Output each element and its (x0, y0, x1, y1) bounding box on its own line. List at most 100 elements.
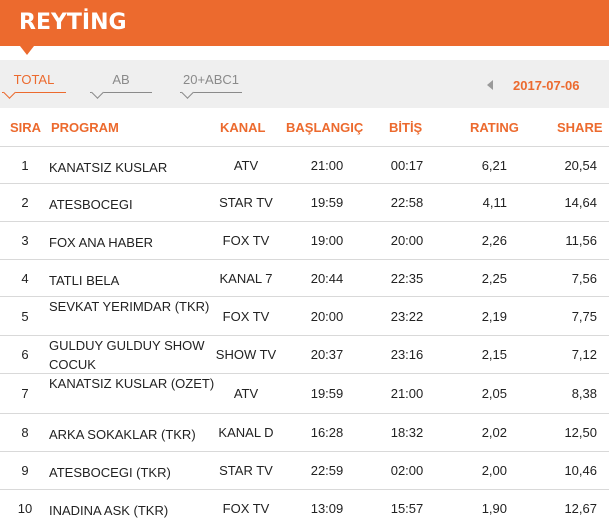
cell-bitis: 22:35 (390, 271, 424, 286)
cell-share: 7,56 (571, 271, 597, 286)
cell-program: INADINA ASK (TKR) (49, 503, 169, 518)
table-row[interactable]: 2 ATESBOCEGI STAR TV 19:59 22:58 4,11 14,64 (0, 183, 609, 221)
cell-baslangic: 19:59 (310, 386, 344, 401)
col-sira[interactable]: SIRA (10, 120, 42, 135)
cell-program: FOX ANA HABER (49, 235, 154, 250)
cell-sira: 8 (21, 425, 29, 440)
cell-kanal: KANAL 7 (219, 271, 273, 286)
cell-bitis: 00:17 (390, 158, 424, 173)
cell-sira: 5 (21, 309, 29, 324)
tab-underline (90, 92, 152, 93)
cell-program: SEVKAT YERIMDAR (TKR) (49, 299, 210, 314)
cell-kanal: SHOW TV (215, 347, 277, 362)
cell-kanal: KANAL D (218, 425, 274, 440)
col-bitis[interactable]: BİTİŞ (389, 120, 423, 135)
cell-baslangic: 20:00 (310, 309, 344, 324)
col-kanal[interactable]: KANAL (220, 120, 266, 135)
cell-baslangic: 16:28 (310, 425, 344, 440)
table-row[interactable]: 10 INADINA ASK (TKR) FOX TV 13:09 15:57 1,90 1… (0, 489, 609, 527)
cell-baslangic: 13:09 (310, 501, 344, 516)
triangle-left-icon[interactable] (487, 80, 493, 90)
table-row[interactable]: 6 GULDUY GULDUY SHOW COCUK SHOW TV 20:37 23:… (0, 335, 609, 373)
table-row[interactable]: 3 FOX ANA HABER FOX TV 19:00 20:00 2,26 11,56 (0, 221, 609, 259)
cell-rating: 2,02 (481, 425, 507, 440)
cell-kanal: ATV (233, 158, 259, 173)
cell-baslangic: 20:37 (310, 347, 344, 362)
tab-underline (180, 92, 242, 93)
cell-share: 7,12 (571, 347, 597, 362)
table-row[interactable]: 9 ATESBOCEGI (TKR) STAR TV 22:59 02:00 2,00 10… (0, 451, 609, 489)
tab-caret-icon (3, 86, 16, 99)
cell-program: KANATSIZ KUSLAR (49, 160, 168, 175)
tab-total[interactable]: TOTAL (2, 72, 66, 99)
cell-baslangic: 21:00 (310, 158, 344, 173)
cell-share: 12,50 (564, 425, 597, 440)
cell-bitis: 22:58 (390, 195, 424, 210)
cell-kanal: STAR TV (219, 463, 273, 478)
cell-bitis: 20:00 (390, 233, 424, 248)
header-notch (20, 46, 34, 55)
cell-program: TATLI BELA (49, 273, 120, 288)
table-row[interactable]: 8 ARKA SOKAKLAR (TKR) KANAL D 16:28 18:32 2,0… (0, 413, 609, 451)
tab-caret-icon (181, 86, 194, 99)
tab-20plus-abc1-label: 20+ABC1 (182, 72, 239, 87)
col-program[interactable]: PROGRAM (51, 120, 119, 135)
cell-program: KANATSIZ KUSLAR (OZET) (49, 376, 215, 391)
cell-sira: 4 (21, 271, 29, 286)
table-row[interactable]: 5 SEVKAT YERIMDAR (TKR) FOX TV 20:00 23:22 2,… (0, 296, 609, 335)
tab-total-label: TOTAL (13, 72, 55, 87)
cell-sira: 3 (21, 233, 29, 248)
tab-ab[interactable]: AB (90, 72, 152, 99)
cell-baslangic: 22:59 (310, 463, 344, 478)
tab-ab-label: AB (112, 72, 130, 87)
cell-kanal: FOX TV (222, 233, 270, 248)
cell-rating: 2,25 (481, 271, 507, 286)
cell-sira: 2 (21, 195, 29, 210)
filter-tabs-bar: TOTAL AB 20+ABC1 (0, 60, 609, 108)
table-row[interactable]: 4 TATLI BELA KANAL 7 20:44 22:35 2,25 7,56 (0, 259, 609, 296)
cell-baslangic: 19:00 (310, 233, 344, 248)
cell-rating: 2,26 (481, 233, 507, 248)
table-row[interactable]: 1 KANATSIZ KUSLAR ATV 21:00 00:17 6,21 20,54 (0, 146, 609, 183)
cell-program: ATESBOCEGI (TKR) (49, 465, 171, 480)
col-rating[interactable]: RATING (470, 120, 519, 135)
cell-share: 12,67 (564, 501, 597, 516)
tab-caret-icon (91, 86, 104, 99)
cell-share: 7,75 (571, 309, 597, 324)
cell-rating: 2,19 (481, 309, 507, 324)
cell-share: 8,38 (571, 386, 597, 401)
table-row[interactable]: 7 KANATSIZ KUSLAR (OZET) ATV 19:59 21:00 2,05… (0, 373, 609, 413)
tab-20plus-abc1[interactable]: 20+ABC1 (180, 72, 242, 99)
cell-share: 10,46 (564, 463, 597, 478)
cell-sira: 10 (17, 501, 33, 516)
cell-baslangic: 20:44 (310, 271, 344, 286)
cell-sira: 1 (21, 158, 29, 173)
cell-bitis: 02:00 (390, 463, 424, 478)
cell-program: ARKA SOKAKLAR (TKR) (49, 427, 196, 442)
cell-kanal: STAR TV (219, 195, 273, 210)
cell-sira: 7 (21, 386, 29, 401)
cell-sira: 6 (21, 347, 29, 362)
cell-rating: 6,21 (481, 158, 507, 173)
cell-kanal: ATV (233, 386, 259, 401)
date-label[interactable]: 2017-07-06 (513, 78, 580, 93)
cell-bitis: 23:22 (390, 309, 424, 324)
cell-share: 11,56 (565, 233, 597, 248)
cell-sira: 9 (21, 463, 29, 478)
cell-baslangic: 19:59 (310, 195, 344, 210)
cell-rating: 4,11 (482, 195, 507, 210)
cell-rating: 2,00 (481, 463, 507, 478)
cell-rating: 2,15 (481, 347, 507, 362)
page-title: REYTİNG (19, 10, 127, 35)
cell-kanal: FOX TV (222, 309, 270, 324)
col-share[interactable]: SHARE (557, 120, 603, 135)
cell-kanal: FOX TV (222, 501, 270, 516)
cell-program: GULDUY GULDUY SHOW COCUK (49, 338, 205, 372)
col-baslangic[interactable]: BAŞLANGIÇ (286, 120, 364, 135)
cell-share: 20,54 (564, 158, 597, 173)
cell-bitis: 21:00 (390, 386, 424, 401)
cell-share: 14,64 (564, 195, 597, 210)
tab-underline (2, 92, 66, 93)
cell-rating: 1,90 (481, 501, 507, 516)
table-header: SIRA PROGRAM KANAL BAŞLANGIÇ BİTİŞ RATIN… (0, 108, 609, 146)
